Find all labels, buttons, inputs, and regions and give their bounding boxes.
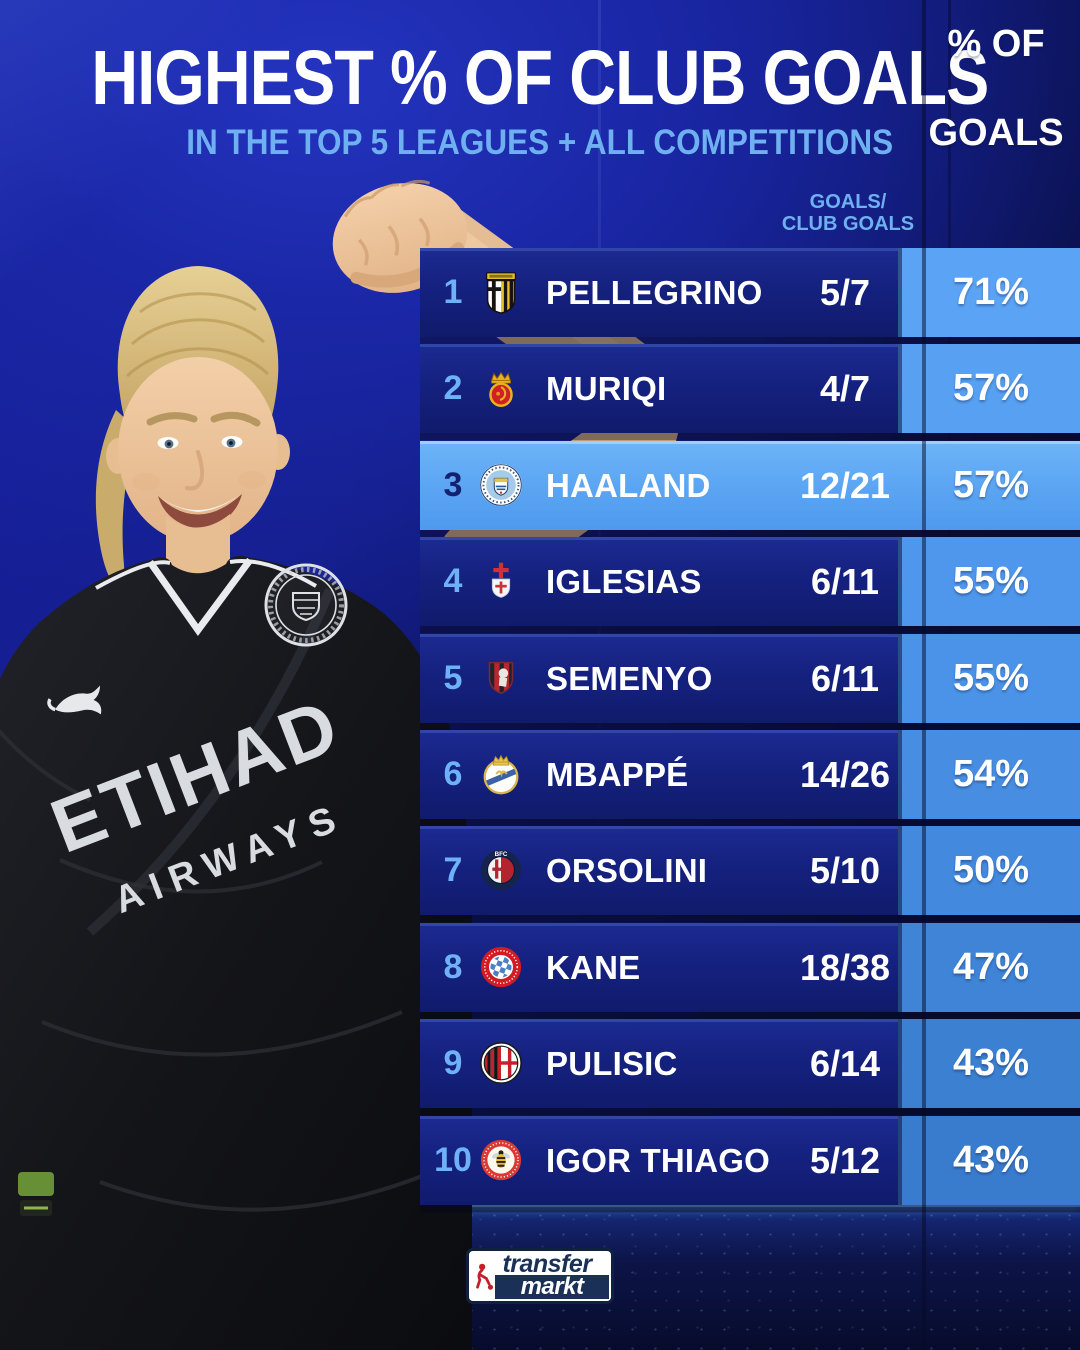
man-city-crest-icon — [478, 462, 524, 508]
percent-column-header-line2: GOALS — [928, 112, 1064, 154]
bournemouth-crest-icon — [478, 655, 524, 701]
rank-label: 8 — [443, 947, 463, 986]
table-row: 5 SEMENYO 6/11 55% — [420, 633, 1080, 723]
goals-percentage: 43% — [898, 1115, 1080, 1205]
rank-label: 1 — [443, 273, 463, 311]
player-name: KANE — [546, 948, 641, 986]
jersey: ETIHAD AIRWAYS — [0, 556, 472, 1350]
transfermarkt-logo-bottom-text: markt — [495, 1275, 609, 1299]
sleeve-patch — [18, 1172, 54, 1196]
goals-percentage: 54% — [898, 729, 1080, 819]
celta-vigo-crest-icon — [478, 558, 524, 604]
goals-ratio: 6/14 — [809, 1043, 881, 1085]
goals-ratio: 5/7 — [819, 272, 871, 313]
goals-ratio: 18/38 — [799, 946, 891, 988]
manchester-city-jersey-badge-icon — [264, 563, 348, 647]
goals-ratio: 4/7 — [819, 368, 871, 410]
table-row: 7 ORSOLINI 5/10 50% — [420, 826, 1080, 916]
goals-percentage: 50% — [898, 826, 1080, 916]
table-row: 6 MBAPPÉ 14/26 54% — [420, 729, 1080, 819]
goals-percentage: 43% — [898, 1019, 1080, 1109]
ranking-table: 1 PELLEGRINO 5/7 71% 2 MURIQI 4/7 57% 3 … — [420, 248, 1080, 1212]
rank-label: 5 — [443, 658, 463, 697]
player-name: SEMENYO — [546, 659, 713, 697]
page-subtitle: IN THE TOP 5 LEAGUES + ALL COMPETITIONS — [186, 123, 894, 162]
table-row: 10 IGOR THIAGO 5/12 43% — [420, 1115, 1080, 1205]
table-row: 8 KANE 18/38 47% — [420, 922, 1080, 1012]
player-name: IGLESIAS — [546, 563, 702, 601]
goals-percentage: 57% — [898, 344, 1080, 434]
table-row: 2 MURIQI 4/7 57% — [420, 344, 1080, 434]
goals-percentage: 47% — [898, 922, 1080, 1012]
goals-ratio: 14/26 — [799, 753, 891, 795]
goals-ratio: 12/21 — [799, 464, 891, 506]
transfermarkt-player-icon — [476, 1263, 494, 1290]
goals-column-header-line2: CLUB GOALS — [781, 213, 915, 235]
goals-percentage: 71% — [898, 248, 1080, 337]
neck — [166, 514, 230, 585]
puma-cat-logo-icon — [47, 685, 102, 715]
corner-glow — [0, 0, 280, 280]
rank-label: 3 — [443, 465, 463, 504]
bayern-crest-icon — [478, 944, 524, 990]
percent-column-header: % OF GOALS — [922, 0, 1066, 1350]
player-face — [118, 357, 278, 543]
brentford-crest-icon — [478, 1137, 524, 1183]
ac-milan-crest-icon — [478, 1040, 524, 1086]
player-name: HAALAND — [546, 466, 711, 504]
table-row: 4 IGLESIAS 6/11 55% — [420, 537, 1080, 627]
table-row: 1 PELLEGRINO 5/7 71% — [420, 248, 1080, 337]
rank-label: 6 — [443, 754, 463, 793]
rank-label: 2 — [443, 369, 463, 408]
percent-column-header-line1: % OF — [947, 23, 1045, 65]
rank-label: 4 — [443, 562, 463, 601]
goals-percentage: 57% — [952, 463, 1030, 506]
real-madrid-crest-icon — [478, 751, 524, 797]
table-row: 9 PULISIC 6/14 43% — [420, 1019, 1080, 1109]
parma-crest-icon — [478, 269, 524, 315]
goals-column-header-line1: GOALS/ — [809, 191, 887, 213]
mallorca-crest-icon — [478, 365, 524, 411]
goals-column-header: GOALS/ CLUB GOALS — [778, 191, 918, 235]
rank-label: 7 — [443, 851, 463, 890]
rank-label: 9 — [443, 1044, 463, 1083]
goals-ratio: 6/11 — [810, 657, 880, 699]
page-title: HIGHEST % OF CLUB GOALS — [91, 35, 989, 121]
goals-percentage: 55% — [898, 633, 1080, 723]
player-name: IGOR THIAGO — [546, 1141, 771, 1179]
table-row: 3 HAALAND 12/21 57% — [420, 440, 1080, 530]
transfermarkt-logo: transfer markt — [466, 1248, 614, 1304]
goals-percentage: 55% — [898, 537, 1080, 627]
player-name: MURIQI — [546, 370, 667, 408]
bologna-crest-icon — [478, 847, 524, 893]
rank-label: 10 — [434, 1140, 472, 1179]
goals-ratio: 5/12 — [809, 1139, 881, 1181]
transfermarkt-logo-top-text: transfer — [502, 1250, 592, 1278]
player-name: MBAPPÉ — [546, 755, 689, 793]
player-name: PULISIC — [546, 1045, 678, 1083]
player-name: PELLEGRINO — [546, 274, 763, 311]
player-name: ORSOLINI — [546, 852, 708, 890]
goals-ratio: 5/10 — [809, 850, 881, 892]
goals-ratio: 6/11 — [810, 561, 880, 603]
